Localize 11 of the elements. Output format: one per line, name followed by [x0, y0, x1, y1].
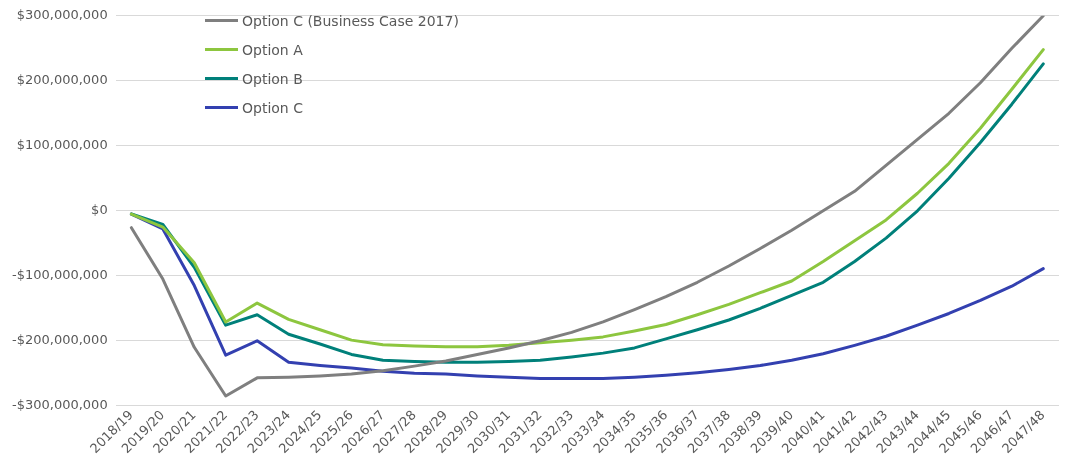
legend-label: Option C [242, 99, 303, 116]
y-tick-label: $0 [91, 202, 108, 218]
y-tick-label: -$200,000,000 [11, 332, 108, 348]
y-tick-label: $300,000,000 [16, 7, 108, 23]
y-tick-label: $200,000,000 [16, 72, 108, 88]
y-tick-label: -$100,000,000 [11, 267, 108, 283]
y-tick-label: $100,000,000 [16, 137, 108, 153]
legend-label: Option A [242, 41, 303, 58]
legend-label: Option B [242, 70, 303, 87]
legend-label: Option C (Business Case 2017) [242, 12, 459, 29]
y-tick-label: -$300,000,000 [11, 397, 108, 413]
